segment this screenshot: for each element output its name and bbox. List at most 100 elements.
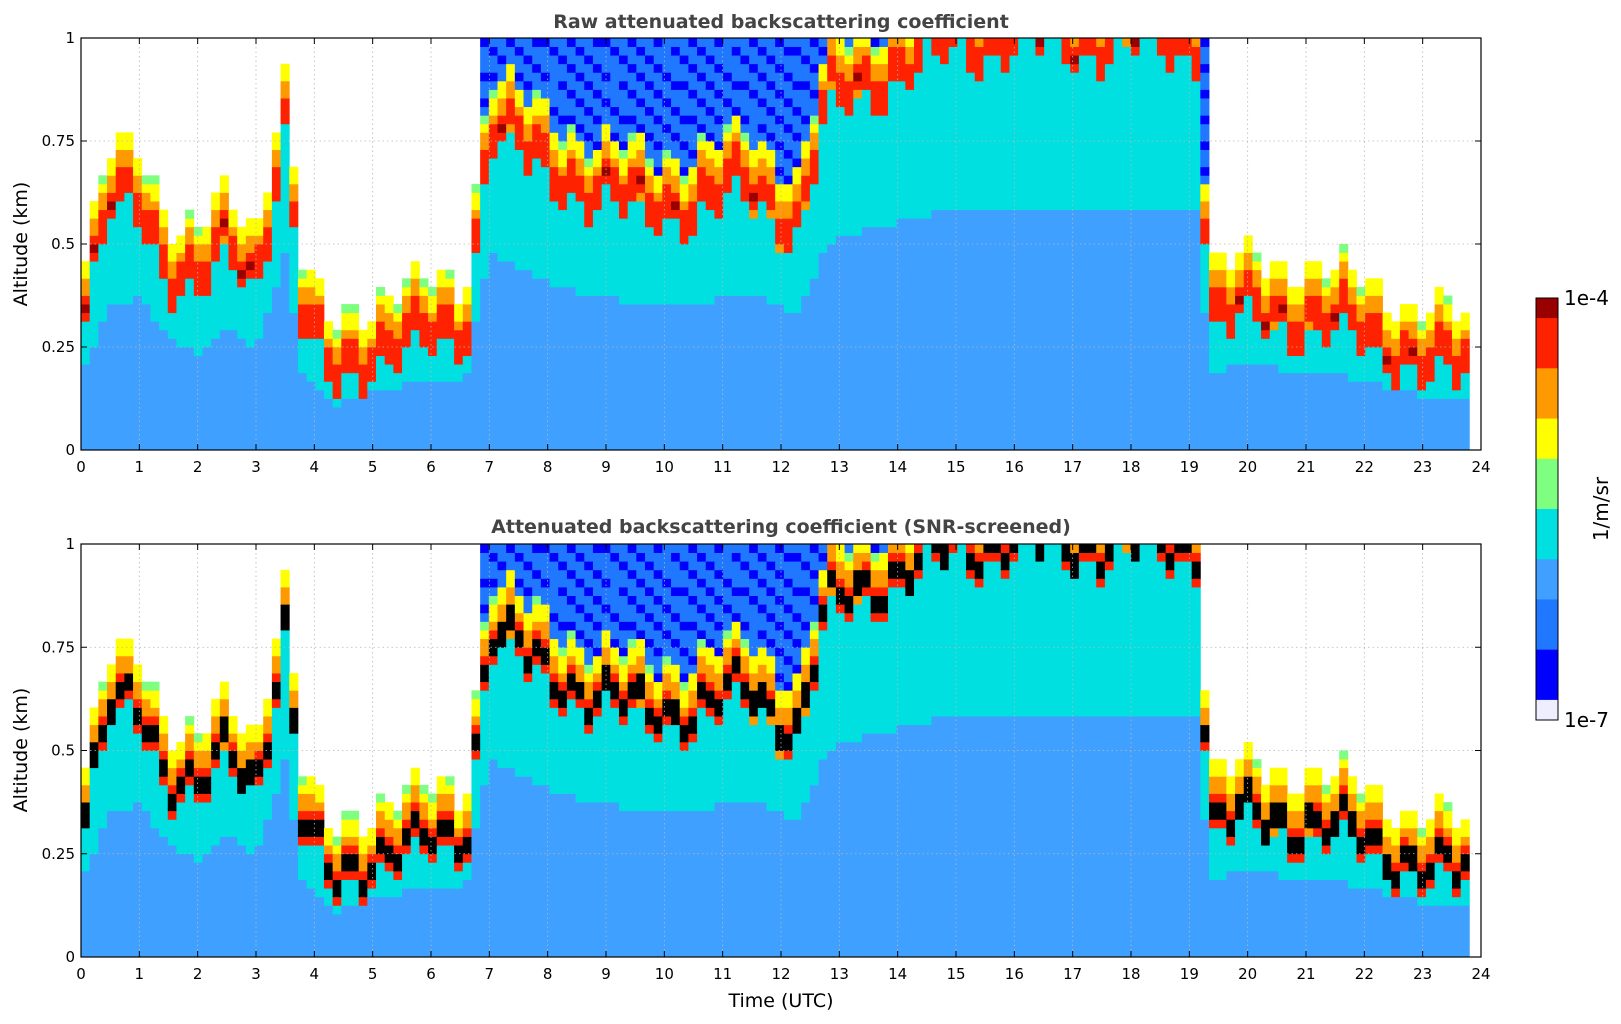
heatmap-cell xyxy=(818,261,828,271)
heatmap-cell xyxy=(254,398,264,408)
heatmap-cell xyxy=(731,441,741,451)
heatmap-cell xyxy=(697,269,707,279)
heatmap-cell xyxy=(219,261,229,271)
heatmap-cell xyxy=(566,329,576,339)
heatmap-cell xyxy=(1078,123,1088,133)
heatmap-cell xyxy=(653,183,663,193)
heatmap-cell xyxy=(1044,278,1054,288)
heatmap-cell xyxy=(879,389,889,399)
heatmap-cell xyxy=(306,295,316,305)
heatmap-cell xyxy=(983,123,993,133)
heatmap-cell xyxy=(1035,295,1045,305)
heatmap-cell xyxy=(428,441,438,451)
heatmap-cell xyxy=(966,389,976,399)
heatmap-cell xyxy=(757,158,767,168)
heatmap-cell xyxy=(1078,158,1088,168)
heatmap-cell xyxy=(931,166,941,176)
heatmap-cell xyxy=(1026,269,1036,279)
heatmap-cell xyxy=(506,389,516,399)
heatmap-cell xyxy=(410,347,420,356)
heatmap-cell xyxy=(671,286,681,296)
heatmap-cell xyxy=(514,98,524,108)
heatmap-cell xyxy=(827,141,837,150)
heatmap-cell xyxy=(887,72,898,82)
heatmap-cell xyxy=(679,106,689,116)
heatmap-cell xyxy=(992,192,1002,202)
heatmap-cell xyxy=(835,372,845,382)
heatmap-cell xyxy=(688,235,698,245)
heatmap-cell xyxy=(610,252,620,262)
heatmap-cell xyxy=(818,183,828,193)
heatmap-cell xyxy=(584,226,594,236)
heatmap-cell xyxy=(879,329,889,339)
heatmap-cell xyxy=(480,106,490,116)
heatmap-cell xyxy=(1035,115,1045,125)
heatmap-cell xyxy=(193,312,203,322)
heatmap-cell xyxy=(792,115,802,125)
heatmap-cell xyxy=(827,98,837,108)
heatmap-cell xyxy=(271,141,281,150)
heatmap-cell xyxy=(723,312,733,322)
heatmap-cell xyxy=(705,415,715,425)
heatmap-cell xyxy=(861,218,872,228)
heatmap-cell xyxy=(1148,115,1158,125)
heatmap-cell xyxy=(636,329,646,339)
heatmap-cell xyxy=(98,389,108,399)
heatmap-cell xyxy=(263,235,273,245)
heatmap-cell xyxy=(176,244,186,253)
heatmap-cell xyxy=(801,389,811,399)
heatmap-cell xyxy=(671,123,681,133)
heatmap-cell xyxy=(809,235,819,245)
heatmap-cell xyxy=(931,304,941,314)
heatmap-cell xyxy=(1018,441,1028,451)
heatmap-cell xyxy=(714,424,724,434)
heatmap-cell xyxy=(150,201,160,211)
heatmap-cell xyxy=(1000,389,1010,399)
heatmap-cell xyxy=(627,432,637,442)
heatmap-cell xyxy=(766,321,776,331)
heatmap-cell xyxy=(861,364,872,374)
heatmap-cell xyxy=(844,183,854,193)
heatmap-cell xyxy=(566,38,576,47)
heatmap-cell xyxy=(966,338,976,348)
heatmap-cell xyxy=(176,372,186,382)
heatmap-cell xyxy=(645,355,655,365)
heatmap-cell xyxy=(1009,55,1019,65)
heatmap-cell xyxy=(1104,424,1114,434)
heatmap-cell xyxy=(1009,141,1019,150)
heatmap-cell xyxy=(870,63,880,73)
heatmap-cell xyxy=(827,46,837,56)
heatmap-cell xyxy=(905,80,915,90)
heatmap-cell xyxy=(1096,295,1106,305)
heatmap-cell xyxy=(549,441,559,451)
heatmap-cell xyxy=(540,432,550,442)
heatmap-cell xyxy=(566,269,576,279)
heatmap-cell xyxy=(1165,424,1175,434)
heatmap-cell xyxy=(679,252,689,262)
heatmap-cell xyxy=(749,55,759,65)
heatmap-cell xyxy=(827,158,837,168)
heatmap-cell xyxy=(454,381,464,391)
heatmap-cell xyxy=(705,149,715,159)
heatmap-cell xyxy=(133,389,143,399)
heatmap-cell xyxy=(801,106,811,116)
heatmap-cell xyxy=(766,389,776,399)
heatmap-cell xyxy=(1044,166,1054,176)
heatmap-cell xyxy=(1113,209,1123,219)
heatmap-cell xyxy=(783,149,793,159)
heatmap-cell xyxy=(280,355,290,365)
heatmap-cell xyxy=(1139,226,1149,236)
heatmap-cell xyxy=(523,106,533,116)
heatmap-cell xyxy=(150,278,160,288)
heatmap-cell xyxy=(801,166,811,176)
heatmap-cell xyxy=(133,398,143,408)
heatmap-cell xyxy=(237,252,247,262)
heatmap-cell xyxy=(480,381,490,391)
heatmap-cell xyxy=(723,201,733,211)
heatmap-cell xyxy=(879,252,889,262)
heatmap-cell xyxy=(202,312,212,322)
heatmap-cell xyxy=(731,321,741,331)
heatmap-cell xyxy=(914,415,924,425)
heatmap-cell xyxy=(1156,226,1167,236)
heatmap-cell xyxy=(471,304,481,314)
